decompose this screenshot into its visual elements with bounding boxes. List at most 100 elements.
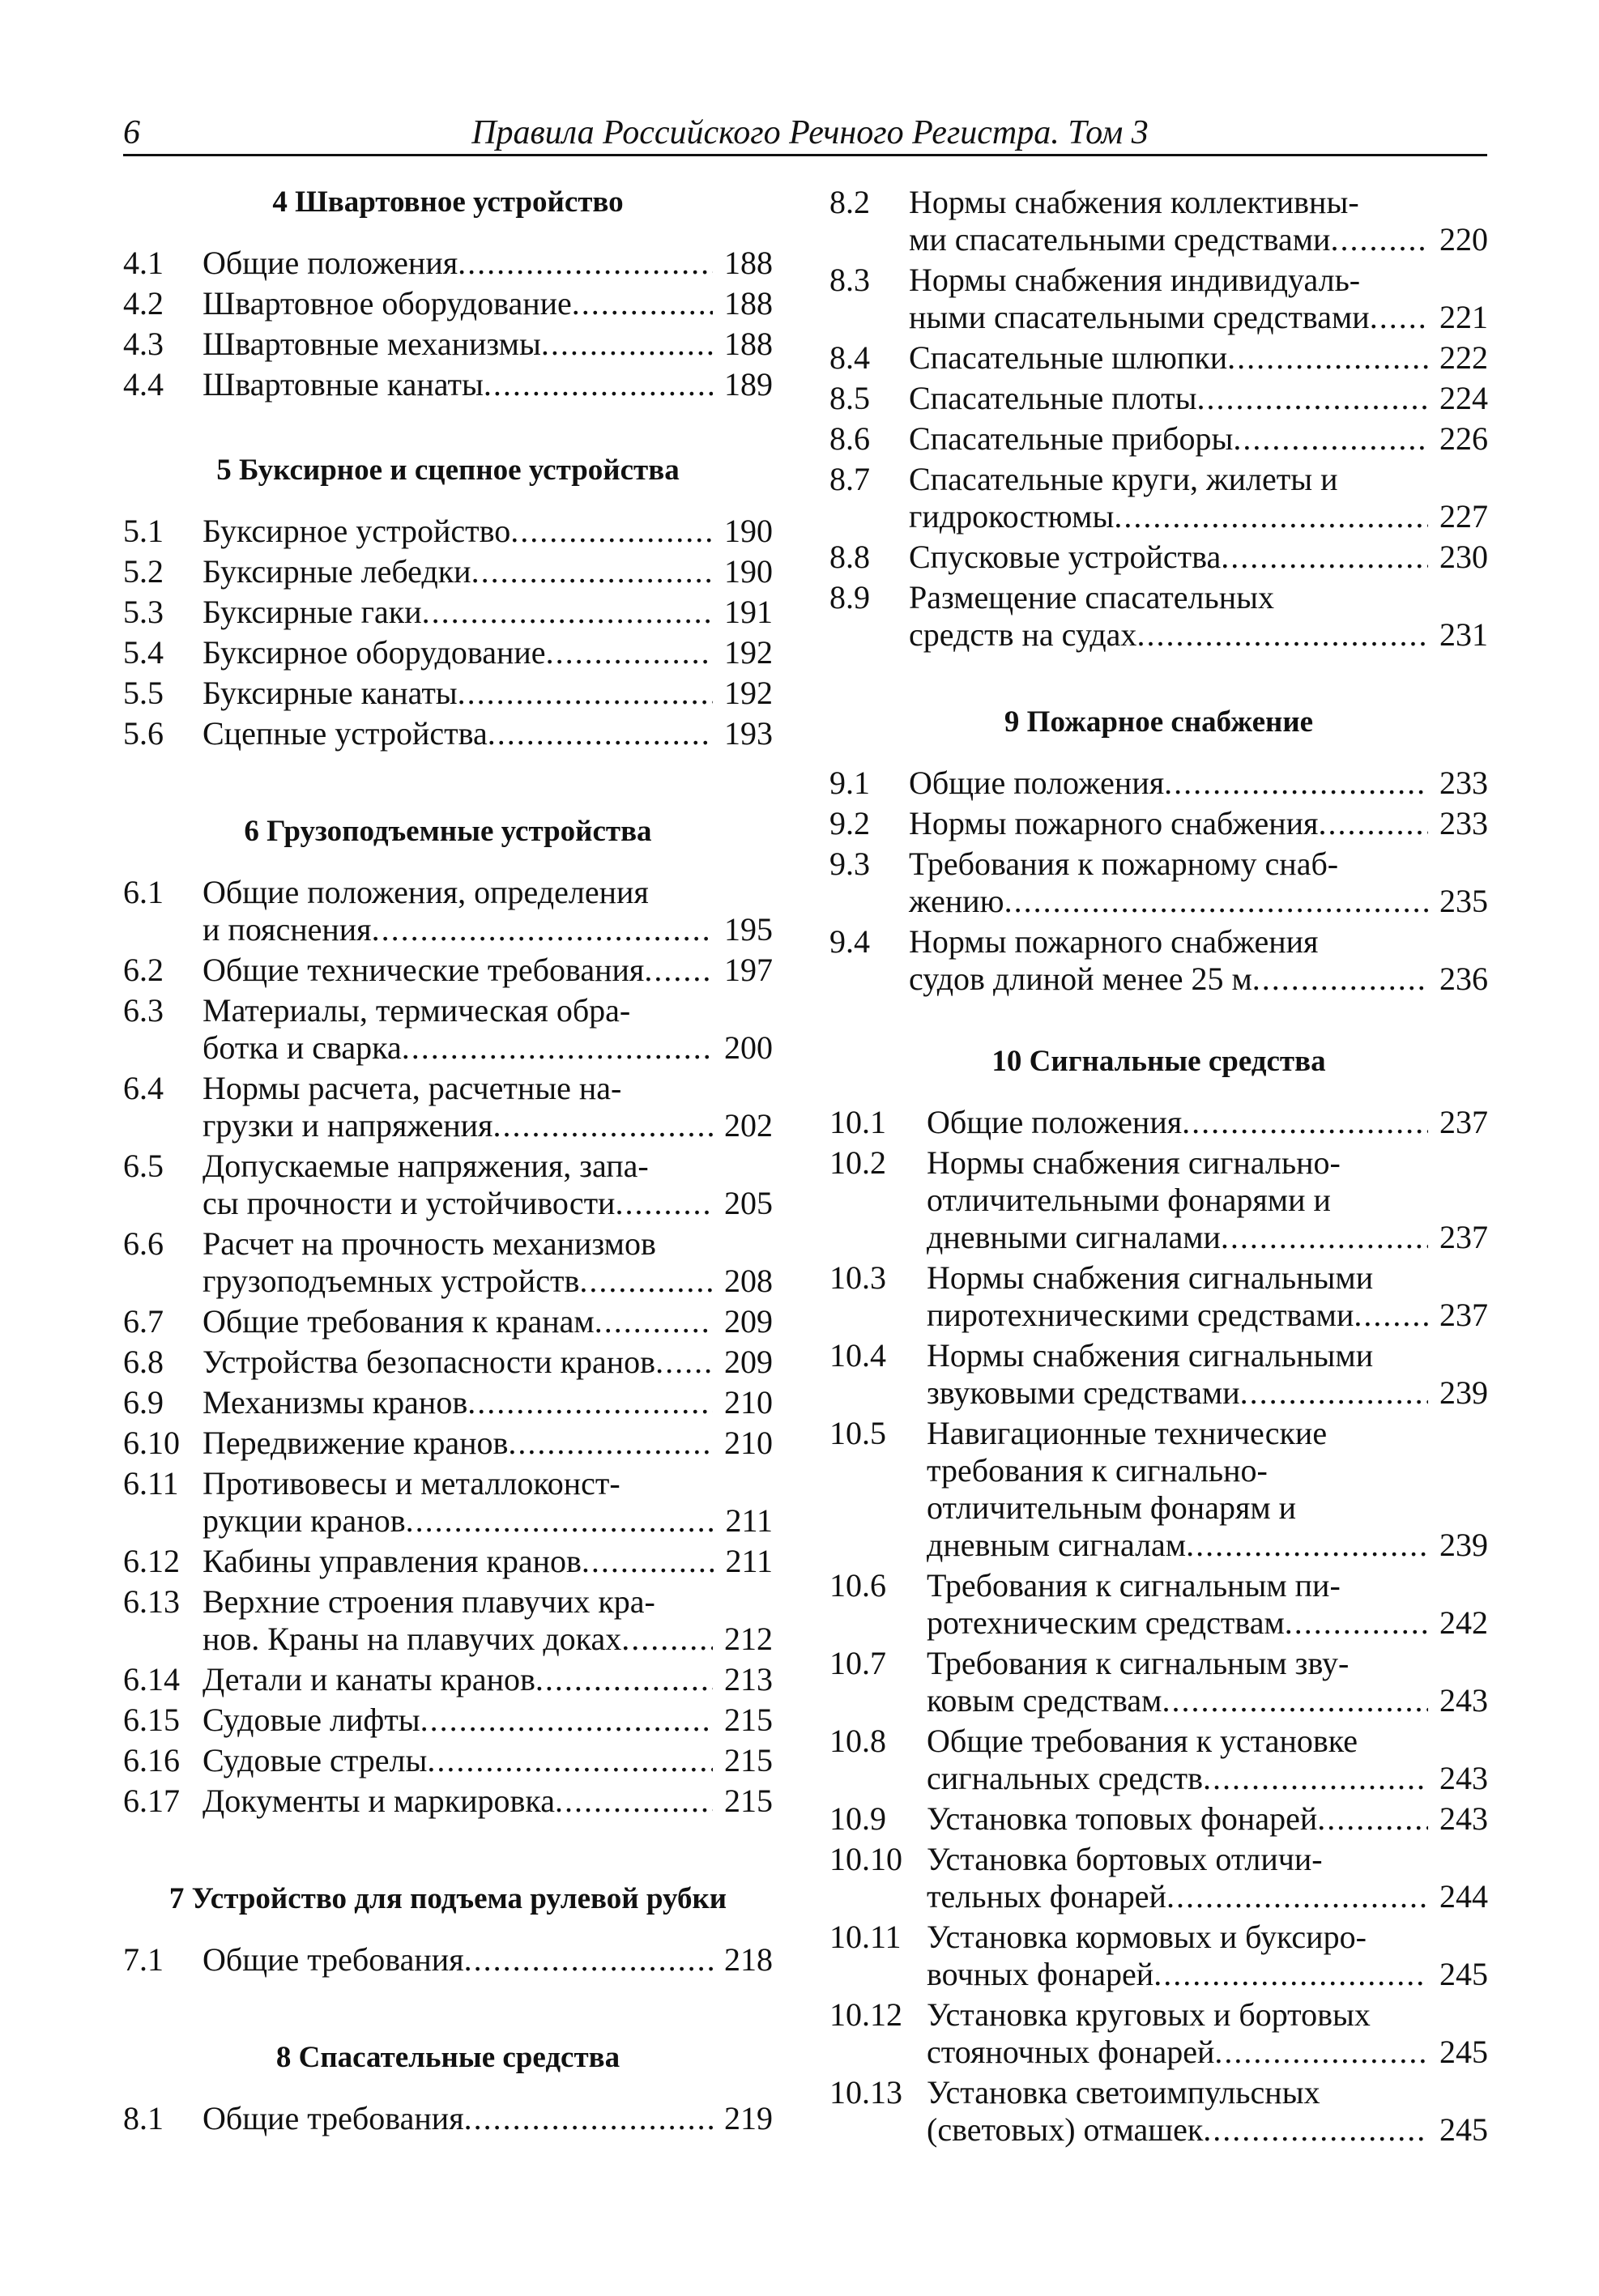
toc-entry[interactable]: 10.13 Установка светоимпульсных (световых)…: [829, 2074, 1488, 2149]
entry-page-number: 211: [725, 1543, 773, 1579]
toc-entry[interactable]: 8.4 Спасательные шлюпки 222: [829, 339, 1488, 377]
toc-entry[interactable]: 9.3 Требования к пожарному снаб-жению 235: [829, 846, 1488, 920]
dot-leader: [402, 1029, 713, 1067]
dot-leader: [1004, 883, 1428, 920]
toc-entry[interactable]: 6.5 Допускаемые напряжения, запа-сы прочн…: [123, 1148, 773, 1222]
toc-entry[interactable]: 6.14 Детали и канаты кранов 213: [123, 1661, 773, 1698]
dot-leader: [458, 245, 713, 282]
toc-entry[interactable]: 6.16 Судовые стрелы 215: [123, 1742, 773, 1779]
toc-entry[interactable]: 9.1 Общие положения 233: [829, 765, 1488, 802]
toc-entry[interactable]: 10.8 Общие требования к установке сигнальн…: [829, 1723, 1488, 1797]
entry-page-number: 188: [724, 245, 773, 281]
toc-entry[interactable]: 8.8 Спусковые устройства 230: [829, 539, 1488, 576]
toc-entry[interactable]: 6.7 Общие требования к кранам 209: [123, 1303, 773, 1340]
toc-entry[interactable]: 10.11 Установка кормовых и буксиро-вочных…: [829, 1919, 1488, 1993]
toc-entry[interactable]: 9.2 Нормы пожарного снабжения 233: [829, 805, 1488, 842]
toc-entry[interactable]: 8.9 Размещение спасательных средств на суд…: [829, 579, 1488, 654]
toc-entry[interactable]: 10.4 Нормы снабжения сигнальными звуковыми…: [829, 1337, 1488, 1412]
toc-entry[interactable]: 10.12 Установка круговых и бортовых стояно…: [829, 1996, 1488, 2071]
entry-title-line: ковым средствам: [927, 1682, 1162, 1719]
toc-entry[interactable]: 5.2 Буксирные лебедки 190: [123, 553, 773, 590]
toc-entry[interactable]: 4.3 Швартовные механизмы 188: [123, 326, 773, 363]
toc-entry[interactable]: 10.9 Установка топовых фонарей 243: [829, 1800, 1488, 1838]
toc-entry[interactable]: 5.6 Сцепные устройства 193: [123, 715, 773, 752]
page-number: 6: [123, 114, 140, 151]
entry-title-line: Материалы, термическая обра-: [203, 992, 631, 1029]
dot-leader: [458, 675, 713, 712]
section-heading: 5 Буксирное и сцепное устройства: [216, 454, 680, 487]
entry-page-number: 245: [1439, 2111, 1488, 2148]
toc-entry[interactable]: 6.4 Нормы расчета, расчетные на-грузки и …: [123, 1070, 773, 1144]
toc-entry[interactable]: 6.9 Механизмы кранов 210: [123, 1384, 773, 1421]
entry-number: 4.1: [123, 245, 164, 281]
toc-entry[interactable]: 6.10 Передвижение кранов 210: [123, 1425, 773, 1462]
entry-title-line: стояночных фонарей: [927, 2034, 1215, 2070]
toc-entry[interactable]: 6.13 Верхние строения плавучих кра-нов. К…: [123, 1583, 773, 1658]
toc-entry[interactable]: 6.1 Общие положения, определения и пояснен…: [123, 874, 773, 948]
toc-entry[interactable]: 6.15 Судовые лифты 215: [123, 1702, 773, 1739]
entry-page-number: 221: [1439, 299, 1488, 335]
dot-leader: [1354, 1297, 1428, 1334]
toc-entry[interactable]: 8.1 Общие требования 219: [123, 2100, 773, 2137]
entry-number: 8.5: [829, 380, 870, 416]
toc-entry[interactable]: 10.10 Установка бортовых отличи-тельных ф…: [829, 1841, 1488, 1915]
toc-entry[interactable]: 6.6 Расчет на прочность механизмов грузопо…: [123, 1225, 773, 1300]
toc-entry[interactable]: 8.7 Спасательные круги, жилеты и гидрокост…: [829, 461, 1488, 535]
entry-title-line: Передвижение кранов: [203, 1425, 509, 1461]
toc-entry[interactable]: 5.5 Буксирные канаты 192: [123, 675, 773, 712]
toc-entry[interactable]: 10.7 Требования к сигнальным зву-ковым ср…: [829, 1645, 1488, 1719]
entry-title-line: звуковыми средствами: [927, 1374, 1240, 1411]
toc-entry[interactable]: 6.17 Документы и маркировка 215: [123, 1783, 773, 1820]
toc-entry[interactable]: 6.11 Противовесы и металлоконст-рукции кр…: [123, 1465, 773, 1540]
toc-entry[interactable]: 6.8 Устройства безопасности кранов 209: [123, 1344, 773, 1381]
entry-page-number: 237: [1439, 1297, 1488, 1333]
entry-title-line: Размещение спасательных: [909, 579, 1275, 616]
toc-entry[interactable]: 8.3 Нормы снабжения индивидуаль-ными спас…: [829, 262, 1488, 336]
toc-entry[interactable]: 4.4 Швартовные канаты 189: [123, 366, 773, 403]
dot-leader: [579, 1263, 713, 1300]
toc-entry[interactable]: 9.4 Нормы пожарного снабжения судов длиной…: [829, 923, 1488, 998]
entry-number: 5.5: [123, 675, 164, 711]
toc-entry[interactable]: 4.1 Общие положения 188: [123, 245, 773, 282]
dot-leader: [1317, 1800, 1428, 1838]
toc-entry[interactable]: 6.12 Кабины управления кранов 211: [123, 1543, 773, 1580]
toc-entry[interactable]: 10.1 Общие положения 237: [829, 1104, 1488, 1141]
toc-entry[interactable]: 6.2 Общие технические требования 197: [123, 952, 773, 989]
entry-title-line: грузки и напряжения: [203, 1107, 493, 1144]
entry-title-line: Навигационные технические: [927, 1415, 1328, 1451]
dot-leader: [484, 366, 713, 403]
section-heading: 10 Сигнальные средства: [991, 1045, 1326, 1078]
entry-title-line: сы прочности и устойчивости: [203, 1185, 616, 1221]
toc-entry[interactable]: 8.6 Спасательные приборы 226: [829, 420, 1488, 458]
dot-leader: [1221, 1219, 1428, 1256]
toc-entry[interactable]: 10.6 Требования к сигнальным пи-ротехниче…: [829, 1567, 1488, 1642]
toc-entry[interactable]: 4.2 Швартовное оборудование 188: [123, 285, 773, 322]
section-heading: 4 Швартовное устройство: [272, 185, 624, 219]
toc-entry[interactable]: 7.1 Общие требования 218: [123, 1941, 773, 1979]
toc-section: 10 Сигнальные средства 10.1 Общие положени…: [829, 1042, 1488, 2152]
entry-title-line: грузоподъемных устройств: [203, 1263, 580, 1299]
entry-page-number: 243: [1439, 1682, 1488, 1719]
dot-leader: [427, 1742, 713, 1779]
toc-entry[interactable]: 5.4 Буксирное оборудование 192: [123, 634, 773, 671]
toc-entry[interactable]: 8.5 Спасательные плоты 224: [829, 380, 1488, 417]
entry-title-line: Буксирные гаки: [203, 594, 422, 630]
dot-leader: [1252, 961, 1428, 998]
toc-entry[interactable]: 8.2 Нормы снабжения коллективны-ми спасат…: [829, 184, 1488, 258]
toc-entry[interactable]: 6.3 Материалы, термическая обра-ботка и с…: [123, 992, 773, 1067]
entry-title-line: Детали и канаты кранов: [203, 1661, 535, 1698]
toc-entry[interactable]: 10.5 Навигационные технические требования …: [829, 1415, 1488, 1564]
toc-entry[interactable]: 5.1 Буксирное устройство 190: [123, 513, 773, 550]
entry-page-number: 218: [724, 1941, 773, 1978]
toc-entry[interactable]: 10.3 Нормы снабжения сигнальными пиротехни…: [829, 1259, 1488, 1334]
entry-title-line: Нормы пожарного снабжения: [909, 923, 1319, 960]
entry-page-number: 243: [1439, 1760, 1488, 1796]
toc-entry[interactable]: 5.3 Буксирные гаки 191: [123, 594, 773, 631]
toc-entry[interactable]: 10.2 Нормы снабжения сигнально-отличитель…: [829, 1144, 1488, 1256]
entry-number: 6.13: [123, 1583, 180, 1620]
toc-section: 5 Буксирное и сцепное устройства 5.1 Букси…: [123, 450, 773, 756]
entry-title-line: Нормы снабжения индивидуаль-: [909, 262, 1361, 298]
dot-leader: [372, 911, 713, 948]
entry-number: 10.2: [829, 1144, 886, 1181]
entry-number: 6.10: [123, 1425, 180, 1461]
